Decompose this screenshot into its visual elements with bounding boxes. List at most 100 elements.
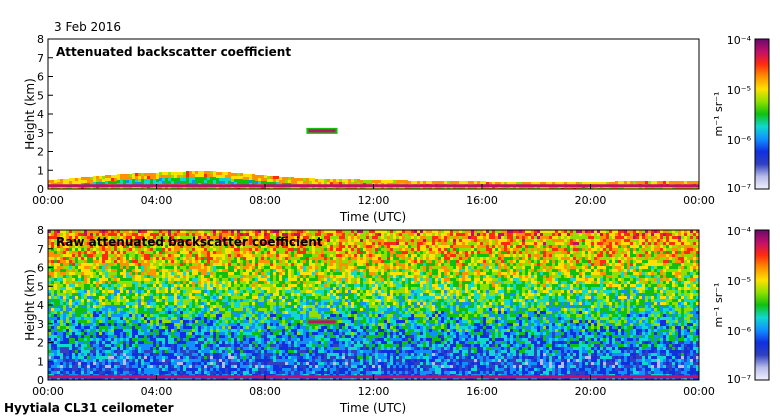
heatmap-cell <box>81 281 84 284</box>
heatmap-cell <box>123 174 126 177</box>
heatmap-cell <box>141 317 144 320</box>
heatmap-cell <box>144 269 147 272</box>
heatmap-cell <box>489 182 492 185</box>
heatmap-cell <box>54 260 57 263</box>
heatmap-cell <box>213 308 216 311</box>
heatmap-cell <box>126 359 129 362</box>
heatmap-cell <box>225 181 228 184</box>
heatmap-cell <box>174 272 177 275</box>
heatmap-cell <box>57 377 60 380</box>
heatmap-cell <box>123 326 126 329</box>
heatmap-cell <box>108 272 111 275</box>
heatmap-cell <box>216 187 219 189</box>
heatmap-cell <box>144 242 147 245</box>
heatmap-cell <box>57 350 60 353</box>
heatmap-cell <box>228 257 231 260</box>
heatmap-cell <box>162 338 165 341</box>
heatmap-cell <box>87 335 90 338</box>
heatmap-cell <box>66 287 69 290</box>
heatmap-cell <box>447 187 450 189</box>
heatmap-cell <box>174 287 177 290</box>
heatmap-cell <box>219 335 222 338</box>
heatmap-cell <box>276 260 279 263</box>
heatmap-cell <box>111 251 114 254</box>
heatmap-cell <box>207 350 210 353</box>
heatmap-cell <box>249 305 252 308</box>
heatmap-cell <box>51 257 54 260</box>
heatmap-cell <box>273 263 276 266</box>
heatmap-cell <box>498 182 501 185</box>
heatmap-cell <box>87 320 90 323</box>
heatmap-cell <box>144 332 147 335</box>
heatmap-cell <box>183 257 186 260</box>
heatmap-cell <box>129 362 132 365</box>
heatmap-cell <box>141 350 144 353</box>
heatmap-cell <box>78 362 81 365</box>
heatmap-cell <box>129 326 132 329</box>
heatmap-cell <box>171 341 174 344</box>
heatmap-cell <box>285 368 288 371</box>
heatmap-cell <box>48 350 51 353</box>
heatmap-cell <box>234 278 237 281</box>
heatmap-cell <box>99 365 102 368</box>
heatmap-cell <box>81 320 84 323</box>
heatmap-cell <box>171 178 174 181</box>
heatmap-cell <box>126 248 129 251</box>
heatmap-cell <box>72 299 75 302</box>
heatmap-cell <box>243 257 246 260</box>
heatmap-cell <box>246 284 249 287</box>
heatmap-cell <box>285 177 288 180</box>
heatmap-cell <box>51 281 54 284</box>
heatmap-cell <box>258 290 261 293</box>
heatmap-cell <box>57 275 60 278</box>
heatmap-cell <box>246 266 249 269</box>
heatmap-cell <box>264 278 267 281</box>
heatmap-cell <box>258 266 261 269</box>
heatmap-cell <box>132 278 135 281</box>
heatmap-cell <box>276 341 279 344</box>
heatmap-cell <box>255 341 258 344</box>
heatmap-cell <box>129 236 132 239</box>
heatmap-cell <box>129 341 132 344</box>
heatmap-cell <box>465 187 468 189</box>
heatmap-cell <box>273 242 276 245</box>
heatmap-cell <box>135 371 138 374</box>
heatmap-cell <box>201 242 204 245</box>
heatmap-cell <box>369 186 372 189</box>
heatmap-cell <box>186 266 189 269</box>
heatmap-cell <box>462 181 465 184</box>
heatmap-cell <box>291 180 294 183</box>
heatmap-cell <box>138 365 141 368</box>
heatmap-cell <box>312 187 315 189</box>
heatmap-cell <box>51 296 54 299</box>
heatmap-cell <box>138 278 141 281</box>
heatmap-cell <box>126 230 129 233</box>
heatmap-cell <box>156 368 159 371</box>
heatmap-cell <box>168 320 171 323</box>
heatmap-cell <box>93 263 96 266</box>
heatmap-cell <box>225 257 228 260</box>
heatmap-cell <box>117 281 120 284</box>
heatmap-cell <box>366 180 369 183</box>
heatmap-cell <box>126 245 129 248</box>
heatmap-cell <box>279 353 282 356</box>
heatmap-cell <box>219 356 222 359</box>
heatmap-cell <box>99 236 102 239</box>
heatmap-cell <box>186 353 189 356</box>
heatmap-cell <box>225 311 228 314</box>
heatmap-cell <box>216 281 219 284</box>
heatmap-cell <box>270 248 273 251</box>
heatmap-cell <box>111 275 114 278</box>
heatmap-cell <box>246 365 249 368</box>
heatmap-cell <box>255 365 258 368</box>
heatmap-cell <box>150 359 153 362</box>
heatmap-cell <box>648 187 651 189</box>
heatmap-cell <box>156 338 159 341</box>
heatmap-cell <box>132 245 135 248</box>
heatmap-cell <box>231 332 234 335</box>
heatmap-cell <box>150 347 153 350</box>
heatmap-cell <box>114 239 117 242</box>
heatmap-cell <box>258 320 261 323</box>
heatmap-cell <box>264 269 267 272</box>
heatmap-cell <box>216 254 219 257</box>
